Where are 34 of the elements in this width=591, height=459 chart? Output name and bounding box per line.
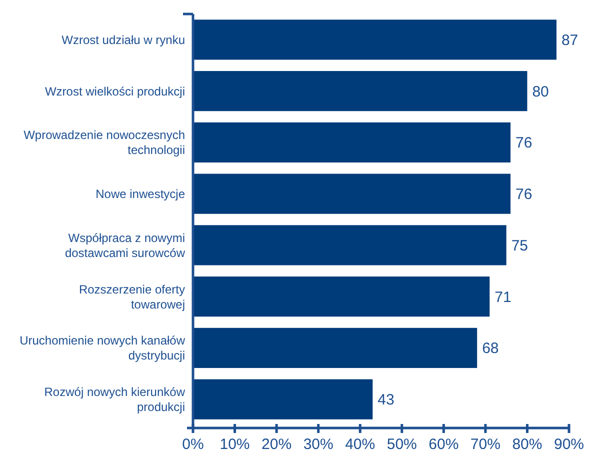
bar [193, 379, 373, 420]
x-tick-label: 50% [386, 436, 417, 453]
x-tick-label: 0% [182, 436, 204, 453]
y-tick-label: Rozwój nowych kierunków produkcji [44, 385, 186, 414]
data-label: 43 [378, 392, 394, 409]
y-tick-label: Wzrost udziału w rynku [62, 32, 185, 47]
x-tick-label: 20% [262, 436, 292, 453]
x-tick-label: 70% [470, 436, 500, 453]
y-tick-label: Wprowadzenie nowoczesnych technologii [24, 128, 185, 158]
x-tick-label: 30% [303, 436, 334, 453]
bar [193, 225, 506, 266]
data-label: 87 [561, 32, 578, 49]
y-tick-label: Nowe inwestycje [96, 187, 186, 202]
x-tick-label: 80% [512, 436, 542, 453]
data-label: 68 [482, 340, 499, 358]
bar [193, 20, 556, 60]
data-label: 76 [516, 134, 532, 152]
y-tick-label: Uruchomienie nowych kanałów dystrybucji [20, 334, 186, 363]
y-tick-label: Wzrost wielkości produkcji [44, 84, 185, 98]
x-tick-label: 40% [345, 436, 376, 453]
x-tick-label: 90% [554, 436, 584, 453]
bar [193, 328, 478, 368]
bar [193, 276, 490, 317]
bar [193, 174, 511, 214]
bar [193, 122, 511, 162]
bar [193, 71, 528, 112]
x-tick-label: 60% [428, 436, 459, 453]
y-tick-label: Rozszerzenie oferty towarowej [78, 282, 185, 312]
y-tick-label: Współpraca z nowymi dostawcami surowców [64, 230, 186, 260]
data-label: 71 [494, 288, 512, 306]
data-label: 75 [511, 237, 528, 254]
data-label: 80 [532, 83, 549, 100]
x-tick-label: 10% [220, 436, 250, 453]
data-label: 76 [516, 186, 532, 204]
